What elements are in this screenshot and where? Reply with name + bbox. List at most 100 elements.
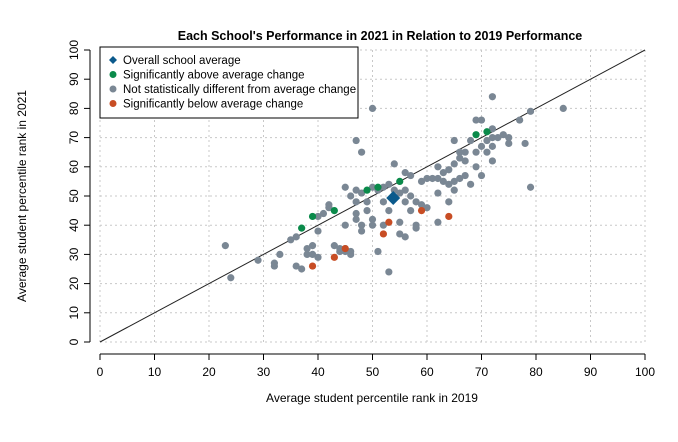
legend-label: Significantly below average change	[123, 99, 303, 111]
chart-title: Each School's Performance in 2021 in Rel…	[178, 29, 583, 43]
data-point	[363, 198, 371, 206]
x-tick-label: 30	[257, 365, 271, 379]
y-tick-label: 70	[67, 131, 81, 145]
data-point	[374, 247, 382, 256]
x-tick-label: 60	[420, 365, 434, 379]
data-point	[445, 198, 453, 206]
data-point	[385, 207, 393, 215]
data-point	[368, 104, 377, 112]
data-point	[401, 186, 409, 194]
data-point	[456, 174, 464, 183]
y-tick-label: 80	[67, 101, 81, 115]
legend-label: Not statistically different from average…	[123, 84, 356, 96]
data-point	[423, 174, 431, 183]
data-point	[221, 242, 229, 250]
x-tick-label: 80	[529, 365, 543, 379]
data-point	[368, 183, 377, 191]
y-tick-label: 100	[67, 40, 81, 60]
data-point	[417, 177, 426, 185]
data-point	[488, 142, 496, 150]
x-tick-label: 10	[148, 365, 162, 379]
data-point	[526, 107, 535, 115]
data-point	[407, 192, 415, 200]
data-point	[477, 116, 486, 124]
data-point	[385, 180, 393, 188]
data-point	[396, 218, 404, 226]
data-point	[325, 201, 333, 209]
data-point	[276, 250, 284, 258]
data-point	[379, 221, 387, 229]
data-point	[368, 215, 377, 223]
data-point	[467, 136, 475, 145]
data-point	[417, 207, 426, 215]
data-point	[450, 186, 458, 194]
data-point	[396, 177, 404, 185]
data-point	[314, 227, 322, 235]
data-point	[287, 236, 295, 244]
data-point	[352, 136, 360, 145]
legend-circle-icon	[109, 71, 117, 78]
data-point	[341, 221, 349, 229]
x-tick-label: 50	[366, 365, 380, 379]
x-tick-label: 20	[202, 365, 216, 379]
data-point	[439, 169, 447, 177]
y-tick-label: 20	[67, 277, 81, 291]
data-point	[461, 157, 469, 165]
data-point	[379, 198, 387, 206]
data-point	[483, 128, 491, 136]
data-point	[488, 125, 496, 133]
data-point	[488, 93, 496, 101]
data-point	[456, 148, 464, 156]
data-point	[341, 183, 349, 191]
data-point	[456, 154, 464, 162]
data-point	[314, 253, 322, 261]
data-point	[352, 198, 360, 206]
data-point	[477, 171, 486, 180]
data-point	[352, 209, 360, 218]
data-point	[499, 131, 507, 139]
average-diamond-marker	[386, 191, 401, 206]
data-point	[303, 244, 311, 253]
data-point	[434, 163, 442, 171]
data-point	[477, 142, 486, 150]
legend-diamond-icon	[109, 56, 117, 64]
legend-label: Significantly above average change	[123, 70, 305, 82]
data-point	[445, 212, 453, 221]
y-tick-label: 60	[67, 160, 81, 174]
legend-box	[99, 46, 359, 119]
data-point	[385, 268, 393, 276]
reference-line	[99, 49, 646, 343]
x-tick-label: 40	[311, 365, 325, 379]
data-point	[330, 242, 338, 250]
data-point	[292, 233, 300, 241]
data-point	[358, 148, 366, 156]
x-tick-label: 70	[475, 365, 489, 379]
data-point	[439, 177, 447, 185]
data-point	[423, 204, 431, 212]
data-point	[347, 247, 355, 256]
legend-label: Overall school average	[123, 55, 241, 67]
data-point	[472, 163, 480, 171]
data-point	[450, 160, 458, 168]
data-point	[352, 215, 360, 223]
legend: Overall school average Significantly abov…	[99, 46, 359, 119]
legend-circle-icon	[109, 85, 117, 93]
y-tick-label: 0	[67, 338, 81, 345]
data-point	[363, 207, 371, 215]
legend-circle-icon	[109, 100, 117, 107]
data-point	[314, 212, 322, 221]
data-point	[412, 224, 420, 232]
data-point	[368, 221, 377, 229]
data-point	[526, 183, 535, 191]
data-point	[352, 186, 360, 194]
data-point	[374, 183, 382, 191]
y-tick-label: 50	[67, 189, 81, 203]
data-points	[221, 93, 567, 282]
data-point	[396, 230, 404, 238]
data-point	[379, 230, 387, 238]
data-point	[379, 183, 387, 191]
data-point	[505, 139, 513, 148]
data-point	[407, 171, 415, 180]
data-point	[347, 192, 355, 200]
data-point	[401, 233, 409, 241]
